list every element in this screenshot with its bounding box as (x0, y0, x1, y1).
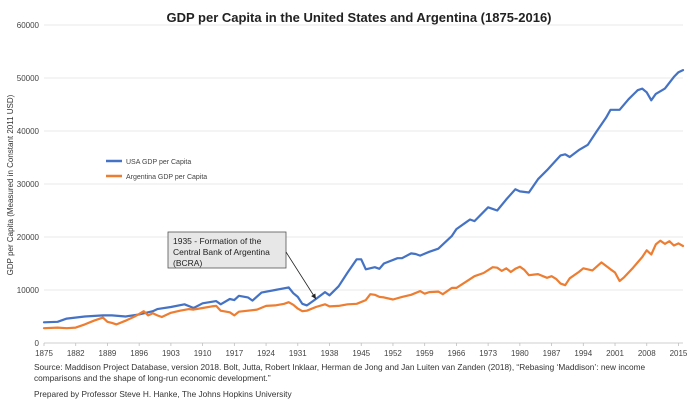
annotation-line-2: Central Bank of Argentina (173, 247, 270, 257)
x-tick-label: 1889 (99, 349, 117, 358)
y-tick-label: 20000 (17, 233, 40, 242)
y-tick-label: 0 (35, 339, 40, 348)
x-tick-label: 1903 (162, 349, 180, 358)
x-tick-label: 1931 (289, 349, 307, 358)
x-tick-label: 1987 (543, 349, 561, 358)
x-tick-label: 1917 (225, 349, 243, 358)
x-tick-label: 1882 (67, 349, 85, 358)
y-tick-label: 10000 (17, 286, 40, 295)
gridlines (44, 24, 683, 344)
y-tick-label: 50000 (17, 74, 40, 83)
x-tick-label: 1945 (352, 349, 370, 358)
credit-note: Prepared by Professor Steve H. Hanke, Th… (34, 389, 292, 399)
series-group (42, 68, 685, 330)
annotation-line-1: 1935 - Formation of the (173, 236, 262, 246)
annotation-line-3: (BCRA) (173, 258, 202, 268)
legend: USA GDP per Capita Argentina GDP per Cap… (106, 159, 207, 181)
y-axis-ticks: 0 10000 20000 30000 40000 50000 60000 (17, 21, 40, 348)
x-tick-label: 1952 (384, 349, 402, 358)
y-tick-label: 60000 (17, 21, 40, 30)
x-tick-label: 1896 (130, 349, 148, 358)
x-tick-label: 2015 (670, 349, 688, 358)
x-tick-label: 1980 (511, 349, 529, 358)
annotation-arrowhead (311, 293, 316, 300)
annotation-box (167, 231, 287, 269)
x-axis-ticks: 1875 1882 1889 1896 1903 1910 1917 1924 1931 1938… (35, 343, 688, 358)
x-tick-label: 1959 (416, 349, 434, 358)
y-tick-label: 30000 (17, 180, 40, 189)
x-tick-label: 1924 (257, 349, 275, 358)
x-tick-label: 1994 (574, 349, 592, 358)
x-tick-label: 1973 (479, 349, 497, 358)
chart-title: GDP per Capita in the United States and … (166, 10, 551, 25)
annotation-callout: 1935 - Formation of the Central Bank of … (167, 231, 317, 300)
x-tick-label: 2008 (638, 349, 656, 358)
x-tick-label: 1875 (35, 349, 53, 358)
gdp-line-chart: GDP per Capita in the United States and … (6, 10, 688, 358)
legend-usa-label: USA GDP per Capita (126, 159, 191, 166)
y-tick-label: 40000 (17, 127, 40, 136)
source-note: Source: Maddison Project Database, versi… (34, 362, 646, 383)
series-line-usa (42, 68, 685, 324)
x-tick-label: 1910 (194, 349, 212, 358)
x-tick-label: 1966 (448, 349, 466, 358)
x-tick-label: 1938 (321, 349, 339, 358)
legend-argentina-label: Argentina GDP per Capita (126, 174, 207, 181)
annotation-arrow (285, 251, 317, 300)
x-tick-label: 2001 (606, 349, 624, 358)
series-line-argentina (42, 239, 685, 330)
y-axis-label: GDP per Capita (Measured in Constant 201… (6, 94, 15, 275)
